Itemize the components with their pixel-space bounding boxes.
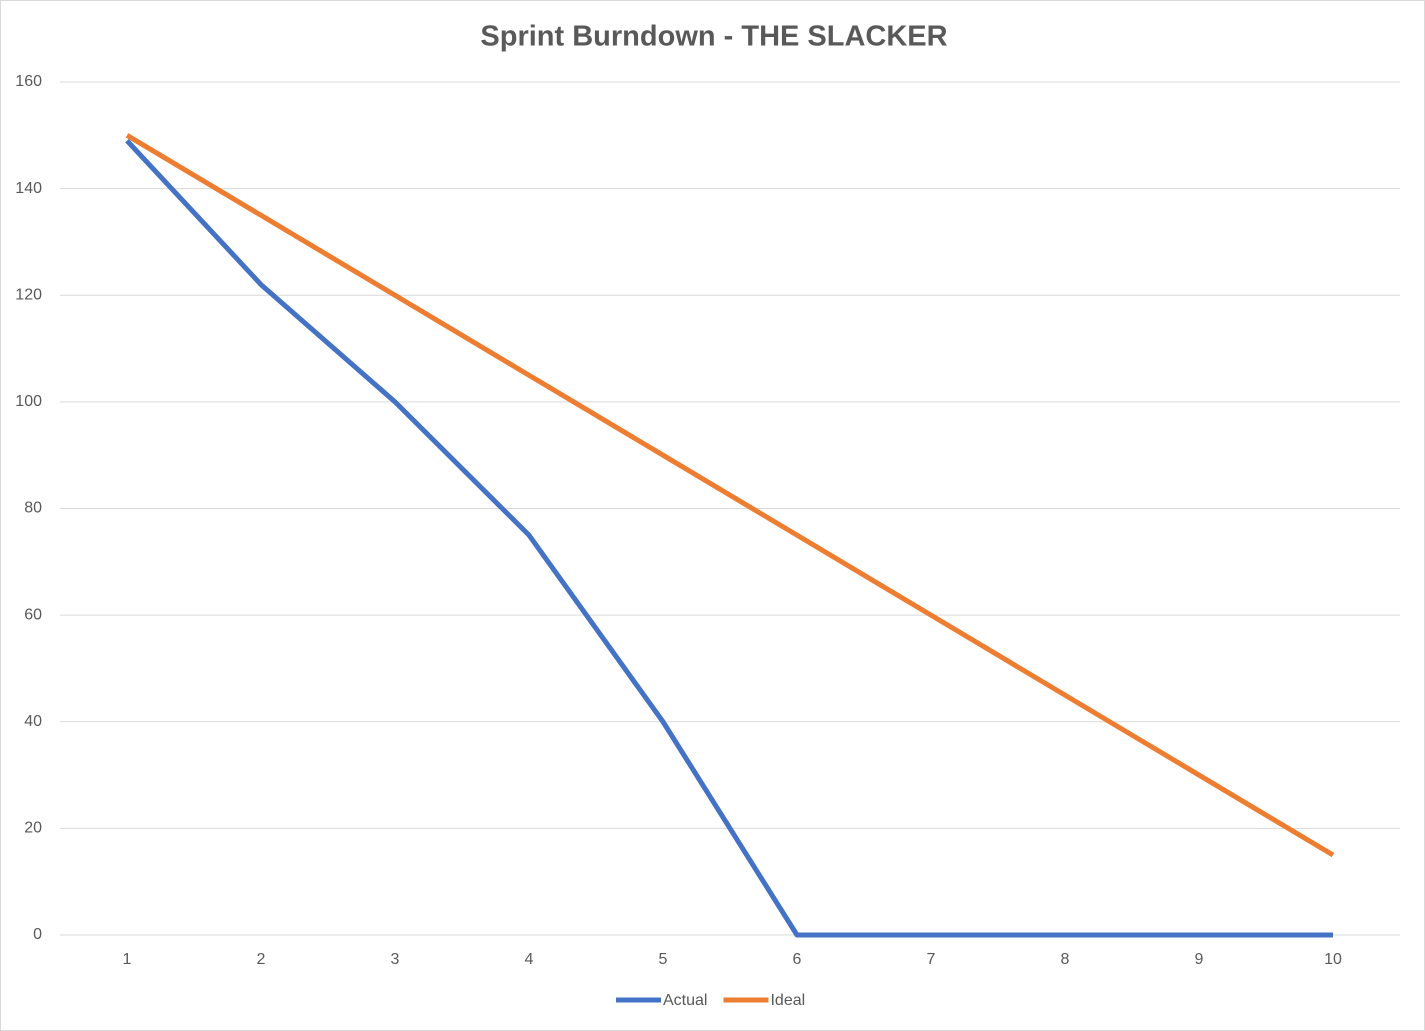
x-tick-label: 1 [123,951,132,968]
x-tick-label: 3 [391,951,400,968]
series-line [125,133,1335,858]
y-tick-label: 160 [15,73,42,90]
x-tick-label: 8 [1061,951,1070,968]
legend-label: Ideal [770,992,805,1009]
chart-title: Sprint Burndown - THE SLACKER [480,21,947,53]
x-tick-label: 2 [257,951,266,968]
x-tick-label: 6 [793,951,802,968]
x-tick-label: 10 [1324,951,1342,968]
y-tick-label: 100 [15,393,42,410]
y-tick-label: 0 [33,926,42,943]
y-tick-label: 40 [24,713,42,730]
y-tick-label: 60 [24,606,42,623]
y-tick-label: 20 [24,820,42,837]
x-tick-label: 7 [927,951,936,968]
series-line [125,138,1333,938]
legend-label: Actual [663,992,707,1009]
x-tick-label: 9 [1195,951,1204,968]
y-tick-label: 140 [15,180,42,197]
x-tick-label: 5 [659,951,668,968]
y-tick-label: 80 [24,500,42,517]
x-tick-label: 4 [525,951,534,968]
y-tick-label: 120 [15,286,42,303]
